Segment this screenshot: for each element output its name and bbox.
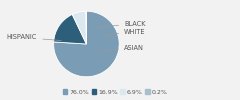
Wedge shape (54, 11, 119, 77)
Text: WHITE: WHITE (103, 28, 146, 36)
Text: BLACK: BLACK (97, 21, 146, 27)
Text: ASIAN: ASIAN (99, 45, 144, 51)
Text: HISPANIC: HISPANIC (7, 34, 61, 40)
Wedge shape (54, 14, 86, 44)
Wedge shape (72, 11, 86, 44)
Legend: 76.0%, 16.9%, 6.9%, 0.2%: 76.0%, 16.9%, 6.9%, 0.2% (63, 89, 168, 95)
